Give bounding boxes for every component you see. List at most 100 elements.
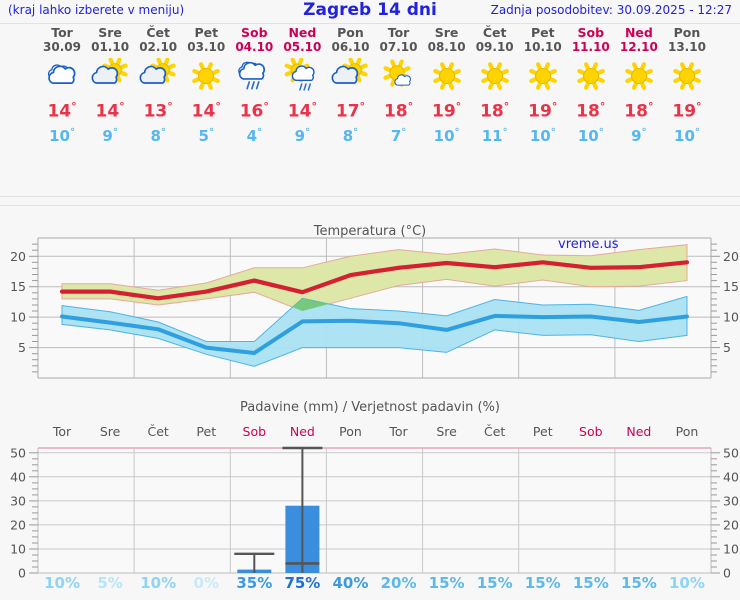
temp-max: 17° [335, 100, 366, 122]
sunny-icon [565, 58, 617, 94]
svg-text:20: 20 [723, 249, 739, 264]
svg-text:0: 0 [18, 566, 26, 581]
location-hint: (kraj lahko izberete v meniju) [8, 3, 185, 17]
svg-text:15: 15 [723, 279, 739, 294]
temp-max: 14° [47, 100, 77, 122]
rain-icon [228, 58, 280, 94]
day-column[interactable]: Ned 12.10 18° 9° [613, 26, 665, 146]
temp-min: 10° [529, 126, 556, 145]
day-column[interactable]: Pet 03.10 14° 5° [180, 26, 232, 146]
temp-min: 10° [433, 126, 460, 145]
day-of-week: Sob [241, 25, 268, 40]
svg-text:10: 10 [10, 542, 26, 557]
watermark: vreme.us [558, 237, 619, 252]
svg-text:20: 20 [10, 249, 26, 264]
day-date: 30.09 [43, 40, 82, 54]
svg-text:5: 5 [18, 340, 26, 355]
temp-min: 8° [342, 126, 359, 145]
day-of-week: Sre [434, 25, 459, 40]
precip-day-label: Sob [242, 424, 267, 439]
temp-min: 9° [294, 126, 311, 145]
temp-min: 4° [246, 126, 263, 145]
temp-max: 14° [95, 100, 125, 122]
day-column[interactable]: Sob 11.10 18° 10° [565, 26, 617, 146]
sunny-icon [469, 58, 521, 94]
partly-sunny-icon [84, 58, 136, 94]
day-date: 02.10 [139, 40, 178, 54]
sunny-icon [517, 58, 569, 94]
section-divider-2 [0, 205, 740, 206]
precip-day-label: Tor [389, 424, 408, 439]
section-divider-1 [0, 196, 740, 197]
precip-probability: 20% [380, 574, 417, 592]
svg-text:15: 15 [10, 279, 26, 294]
temp-max: 14° [191, 100, 221, 122]
day-date: 07.10 [379, 40, 418, 54]
day-of-week: Sob [577, 25, 605, 40]
precip-day-label: Sob [579, 424, 603, 439]
partly-sunny-icon [324, 58, 376, 94]
precip-day-label: Sre [99, 424, 121, 439]
day-date: 13.10 [667, 40, 706, 54]
precip-probability: 40% [332, 574, 369, 592]
precip-probability: 15% [620, 574, 657, 592]
svg-text:5: 5 [723, 340, 731, 355]
page-title: Zagreb 14 dni [303, 0, 437, 20]
svg-text:50: 50 [723, 445, 739, 460]
day-of-week: Pon [337, 25, 364, 40]
day-date: 08.10 [427, 40, 466, 54]
sunny-icon [613, 58, 665, 94]
day-column[interactable]: Tor 30.09 14° 10° [36, 26, 88, 146]
svg-text:30: 30 [10, 493, 26, 508]
day-column[interactable]: Čet 02.10 13° 8° [132, 26, 184, 146]
day-column[interactable]: Čet 09.10 18° 11° [469, 26, 521, 146]
day-date: 05.10 [283, 40, 322, 54]
temp-min: 9° [102, 126, 118, 145]
day-of-week: Tor [387, 25, 410, 40]
day-of-week: Pet [530, 25, 555, 40]
precip-day-label: Pon [675, 424, 699, 439]
temp-max: 16° [239, 100, 269, 122]
temp-max: 13° [143, 100, 173, 122]
svg-text:10: 10 [723, 310, 739, 325]
cloudy-icon [36, 58, 88, 94]
precipitation-chart-svg: 0 0 10 10 20 20 30 30 40 40 50 50 [10, 445, 739, 581]
temp-min: 10° [577, 126, 604, 145]
day-column[interactable]: Pet 10.10 19° 10° [517, 26, 569, 146]
temp-max: 19° [528, 100, 558, 122]
sunny-icon [180, 58, 232, 94]
day-column[interactable]: Ned 05.10 14° 9° [276, 26, 328, 146]
day-of-week: Ned [288, 25, 317, 40]
precip-probability: 10% [140, 574, 177, 592]
precip-probability: 75% [284, 574, 321, 592]
precip-probability: 10% [669, 574, 705, 592]
precip-day-label: Pet [532, 424, 553, 439]
temp-min: 11° [481, 126, 508, 145]
temp-max: 14° [287, 100, 317, 122]
temp-min: 10° [49, 126, 75, 145]
sunny-cloud-icon [373, 58, 425, 94]
temp-min: 5° [198, 126, 214, 145]
temp-max: 19° [672, 100, 702, 122]
day-column[interactable]: Sre 01.10 14° 9° [84, 26, 136, 146]
temperature-chart-svg: 5 5 10 10 15 15 20 20 [10, 237, 739, 379]
daily-forecast-strip: Tor 30.09 14° 10° Sre 01.10 14° 9° Čet 02.10 13° 8°… [0, 26, 740, 171]
day-of-week: Pet [194, 25, 219, 40]
day-of-week: Sre [98, 25, 122, 40]
day-column[interactable]: Sre 08.10 19° 10° [421, 26, 473, 146]
day-date: 09.10 [475, 40, 514, 54]
day-of-week: Ned [624, 25, 653, 40]
day-date: 03.10 [187, 40, 226, 54]
svg-text:40: 40 [10, 469, 26, 484]
day-date: 11.10 [571, 40, 610, 54]
day-of-week: Čet [146, 25, 170, 40]
day-column[interactable]: Sob 04.10 16° 4° [228, 26, 280, 146]
day-column[interactable]: Tor 07.10 18° 7° [373, 26, 425, 146]
day-column[interactable]: Pon 06.10 17° 8° [324, 26, 376, 146]
day-column[interactable]: Pon 13.10 19° 10° [661, 26, 713, 146]
precip-probability: 15% [572, 574, 609, 592]
last-updated: Zadnja posodobitev: 30.09.2025 - 12:27 [490, 3, 732, 17]
temperature-chart-title: Temperatura (°C) [313, 224, 427, 239]
precip-day-label: Pon [339, 424, 362, 439]
precip-day-label: Pet [196, 424, 217, 439]
